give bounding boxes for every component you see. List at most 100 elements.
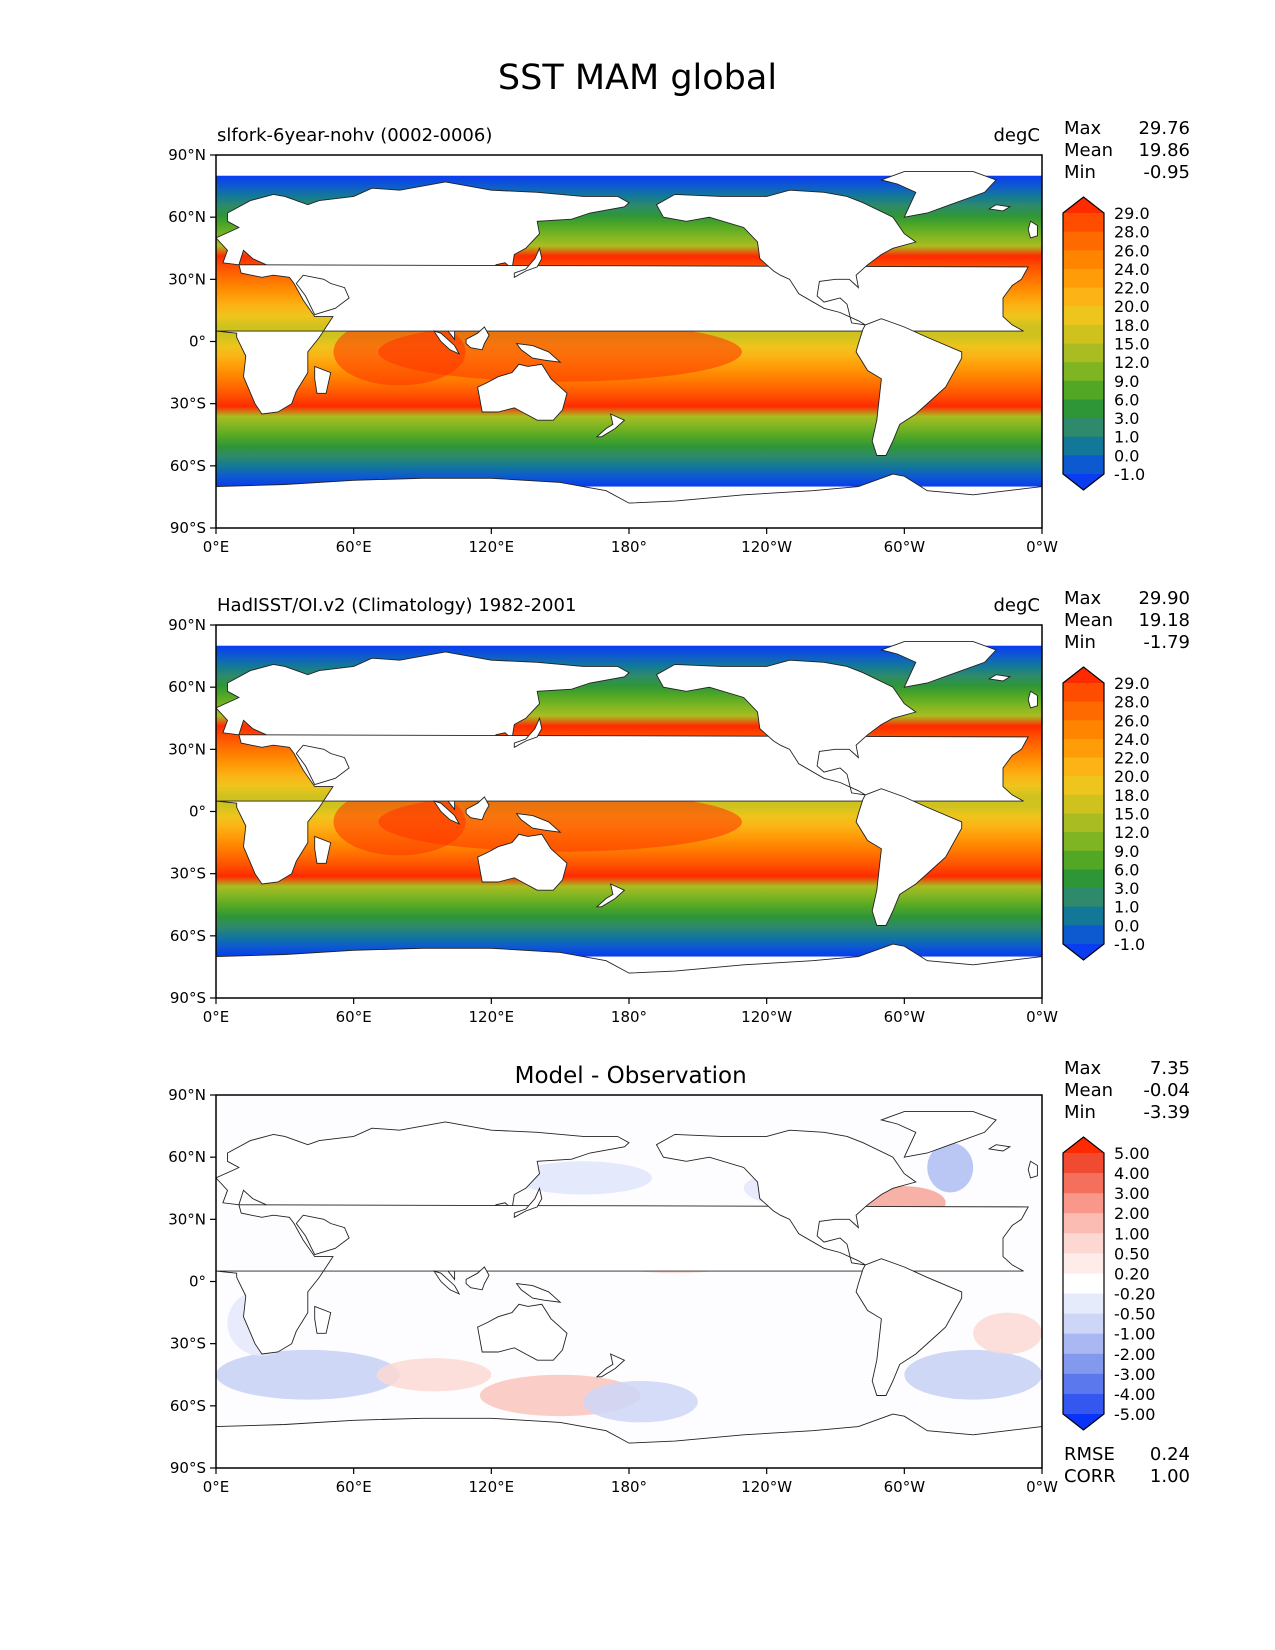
colorbar: 29.028.026.024.022.020.018.015.012.09.06… xyxy=(1062,196,1150,491)
land-greenland xyxy=(879,1111,997,1158)
colorbar-segment xyxy=(1063,380,1104,400)
stat-value: -3.39 xyxy=(1143,1102,1190,1123)
colorbar-segment xyxy=(1063,738,1104,759)
stat-value: 7.35 xyxy=(1150,1058,1190,1079)
panel-subtitle: HadISST/OI.v2 (Climatology) 1982-2001 xyxy=(217,595,576,616)
stat-value: 19.86 xyxy=(1138,140,1190,161)
y-tick-label: 60°S xyxy=(170,927,206,945)
units-label: degC xyxy=(994,595,1041,616)
stat-label: Min xyxy=(1064,632,1096,653)
y-tick-label: 90°N xyxy=(168,1086,206,1104)
colorbar-label: 1.0 xyxy=(1114,898,1139,917)
y-tick-label: 60°S xyxy=(170,1397,206,1415)
colorbar-label: -2.00 xyxy=(1114,1345,1155,1364)
land-australia xyxy=(477,833,568,891)
colorbar-label: -1.0 xyxy=(1114,465,1145,484)
land-s-america xyxy=(855,788,963,926)
land-uk xyxy=(1027,220,1038,239)
colorbar-extend-bottom xyxy=(1063,474,1104,490)
colorbar-label: -3.00 xyxy=(1114,1365,1155,1384)
colorbar-segment xyxy=(1063,906,1104,926)
anomaly-patch xyxy=(927,1142,974,1193)
y-tick-label: 60°N xyxy=(168,208,206,226)
colorbar-segment xyxy=(1063,250,1104,270)
colorbar-label: 9.0 xyxy=(1114,372,1139,391)
y-tick-label: 60°S xyxy=(170,457,206,475)
x-tick-label: 60°E xyxy=(336,1008,372,1026)
colorbar-segment xyxy=(1063,1293,1104,1315)
colorbar-segment xyxy=(1063,1253,1104,1274)
anomaly-patch xyxy=(904,1349,1042,1400)
colorbar-label: 12.0 xyxy=(1114,353,1150,372)
colorbar-label: 0.0 xyxy=(1114,446,1139,465)
anomaly-patch xyxy=(583,1380,698,1423)
colorbar-segment xyxy=(1063,832,1104,852)
colorbar-label: -5.00 xyxy=(1114,1405,1155,1424)
colorbar-segment xyxy=(1063,1373,1104,1395)
colorbar-segment xyxy=(1063,1153,1104,1174)
colorbar-segment xyxy=(1063,213,1104,233)
land-borneo xyxy=(465,796,490,821)
colorbar-segment xyxy=(1063,1333,1104,1355)
stat-label: Max xyxy=(1064,118,1102,139)
colorbar-segment xyxy=(1063,1273,1104,1295)
land-uk xyxy=(1027,1160,1038,1179)
colorbar-label: 26.0 xyxy=(1114,711,1150,730)
land-new-guinea xyxy=(515,1283,562,1303)
colorbar-segment xyxy=(1063,720,1104,740)
warm-pool xyxy=(378,322,742,382)
map-plot-area xyxy=(216,1095,1042,1468)
indian-warm-pool xyxy=(333,318,466,386)
stat-label: Mean xyxy=(1064,610,1113,631)
stat-label: CORR xyxy=(1064,1466,1116,1487)
land-sumatra xyxy=(432,1270,461,1295)
x-tick-label: 180° xyxy=(611,1008,647,1026)
colorbar-segment xyxy=(1063,306,1104,326)
colorbar-label: 24.0 xyxy=(1114,730,1150,749)
colorbar-segment xyxy=(1063,399,1104,419)
x-tick-label: 60°E xyxy=(336,1478,372,1496)
colorbar-label: -0.50 xyxy=(1114,1305,1155,1324)
colorbar-label: 3.00 xyxy=(1114,1184,1150,1203)
colorbar-label: 18.0 xyxy=(1114,786,1150,805)
colorbar-label: 15.0 xyxy=(1114,805,1150,824)
stat-value: 29.76 xyxy=(1138,118,1190,139)
colorbar-segment xyxy=(1063,794,1104,814)
colorbar-segment xyxy=(1063,455,1104,475)
colorbar-label: 0.50 xyxy=(1114,1244,1150,1263)
colorbar-label: 29.0 xyxy=(1114,674,1150,693)
stat-label: Mean xyxy=(1064,1080,1113,1101)
colorbar-label: -1.0 xyxy=(1114,935,1145,954)
x-tick-label: 120°W xyxy=(741,538,792,556)
x-tick-label: 0°W xyxy=(1026,1008,1058,1026)
colorbar-segment xyxy=(1063,418,1104,438)
map-panel-2: 0°E 60°E 120°E 180° 120°W 60°W 0°W 90°N 60°N 30°N… xyxy=(168,588,1190,1026)
colorbar-segment xyxy=(1063,1233,1104,1254)
land-antarctica xyxy=(216,943,1042,998)
x-tick-label: 60°W xyxy=(884,1008,926,1026)
colorbar-label: 9.0 xyxy=(1114,842,1139,861)
colorbar-label: 4.00 xyxy=(1114,1164,1150,1183)
colorbar-label: 29.0 xyxy=(1114,204,1150,223)
land-new-zealand xyxy=(595,1353,626,1378)
colorbar-segment xyxy=(1063,683,1104,703)
warm-pool xyxy=(378,792,742,852)
land-new-zealand xyxy=(595,883,626,908)
x-tick-label: 0°E xyxy=(203,1008,230,1026)
y-tick-label: 0° xyxy=(189,333,206,351)
stat-label: Max xyxy=(1064,588,1102,609)
land-iceland xyxy=(987,204,1012,212)
land-arabia xyxy=(295,1214,350,1256)
land-s-america xyxy=(855,1258,963,1396)
land-new-zealand xyxy=(595,413,626,438)
colorbar-segment xyxy=(1063,362,1104,382)
x-tick-label: 60°W xyxy=(884,538,926,556)
land-madagascar xyxy=(314,1305,332,1334)
anomaly-patch xyxy=(216,1349,400,1400)
land-arabia xyxy=(295,274,350,316)
colorbar-label: 26.0 xyxy=(1114,241,1150,260)
stat-value: -0.04 xyxy=(1143,1080,1190,1101)
colorbar-segment xyxy=(1063,1193,1104,1214)
x-tick-label: 0°W xyxy=(1026,538,1058,556)
land-arabia xyxy=(295,744,350,786)
